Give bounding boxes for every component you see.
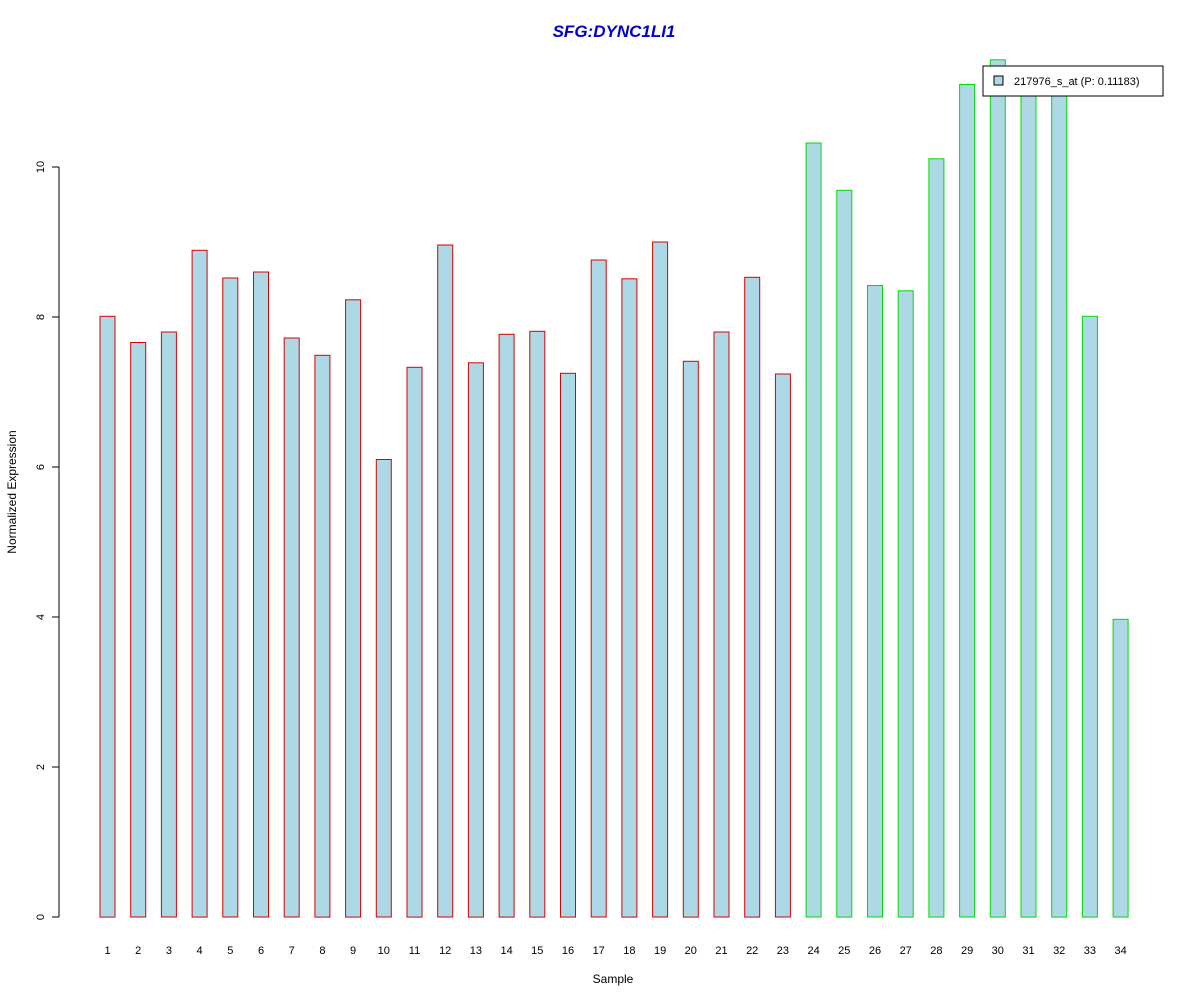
x-tick-label: 1: [104, 945, 110, 957]
x-tick-label: 24: [807, 945, 819, 957]
legend-label: 217976_s_at (P: 0.11183): [1014, 76, 1140, 88]
bar-sample-5: [222, 277, 239, 918]
bar-sample-4: [191, 249, 208, 918]
bar-sample-12: [437, 244, 454, 918]
bar-sample-23: [774, 373, 791, 918]
x-tick-label: 23: [777, 945, 789, 957]
bar-sample-11: [406, 366, 423, 918]
x-tick-label: 14: [500, 945, 512, 957]
bar-sample-13: [467, 362, 484, 918]
bar-sample-19: [652, 241, 669, 918]
legend: 217976_s_at (P: 0.11183): [982, 65, 1164, 97]
x-tick-label: 17: [593, 945, 605, 957]
bar-sample-33: [1081, 315, 1098, 918]
bar-sample-15: [529, 330, 546, 918]
x-axis-label: Sample: [593, 972, 634, 986]
bar-sample-9: [345, 299, 362, 918]
bar-sample-14: [498, 333, 515, 918]
x-tick-label: 9: [350, 945, 356, 957]
x-tick-label: 33: [1084, 945, 1096, 957]
y-tick-label: 10: [35, 161, 47, 173]
x-tick-label: 20: [685, 945, 697, 957]
bar-sample-18: [621, 278, 638, 918]
x-tick-label: 34: [1114, 945, 1126, 957]
bar-sample-6: [253, 271, 269, 918]
bar-sample-10: [375, 459, 392, 918]
y-axis-label: Normalized Expression: [5, 430, 19, 553]
bar-sample-1: [99, 315, 116, 918]
x-tick-label: 18: [623, 945, 635, 957]
x-tick-label: 7: [289, 945, 295, 957]
bar-sample-26: [867, 285, 883, 918]
x-tick-label: 6: [258, 945, 264, 957]
x-tick-label: 2: [135, 945, 141, 957]
bar-sample-2: [130, 342, 147, 918]
x-tick-label: 16: [562, 945, 574, 957]
bar-sample-27: [897, 290, 914, 918]
x-tick-label: 19: [654, 945, 666, 957]
bar-sample-17: [590, 259, 607, 918]
x-tick-label: 21: [715, 945, 727, 957]
legend-box: [982, 65, 1164, 97]
bar-sample-3: [160, 331, 177, 918]
bar-sample-22: [744, 276, 761, 918]
y-tick-label: 8: [35, 314, 47, 320]
bar-sample-20: [682, 360, 699, 918]
bar-sample-34: [1112, 618, 1129, 918]
x-tick-label: 10: [378, 945, 390, 957]
x-tick-label: 13: [470, 945, 482, 957]
y-tick-label: 2: [35, 764, 47, 770]
x-tick-label: 4: [197, 945, 203, 957]
bar-sample-7: [283, 337, 300, 918]
bar-sample-24: [805, 142, 822, 918]
x-tick-label: 28: [930, 945, 942, 957]
x-tick-label: 26: [869, 945, 881, 957]
bar-sample-30: [989, 59, 1006, 918]
bar-sample-16: [560, 372, 576, 918]
y-tick-label: 0: [35, 914, 47, 920]
x-tick-label: 12: [439, 945, 451, 957]
bar-sample-32: [1051, 87, 1068, 918]
x-tick-label: 27: [900, 945, 912, 957]
x-tick-label: 5: [227, 945, 233, 957]
x-tick-label: 15: [531, 945, 543, 957]
chart-title: SFG:DYNC1LI1: [553, 22, 676, 41]
x-tick-label: 29: [961, 945, 973, 957]
x-tick-label: 31: [1022, 945, 1034, 957]
bar-sample-8: [314, 354, 331, 918]
x-tick-label: 3: [166, 945, 172, 957]
y-tick-label: 6: [35, 464, 47, 470]
bar-sample-28: [928, 158, 945, 918]
x-tick-label: 11: [409, 945, 420, 957]
x-tick-label: 32: [1053, 945, 1065, 957]
x-tick-label: 30: [992, 945, 1004, 957]
x-tick-label: 8: [319, 945, 325, 957]
bars-layer: [99, 59, 1129, 918]
y-tick-label: 4: [35, 614, 47, 620]
x-tick-label: 25: [838, 945, 850, 957]
legend-swatch: [993, 75, 1004, 86]
bar-sample-31: [1020, 89, 1037, 918]
bar-sample-29: [959, 84, 976, 918]
x-tick-label: 22: [746, 945, 758, 957]
bar-sample-21: [713, 331, 730, 918]
axes-layer: 1 2 3 4 5 6 7 8 9 10 11 12 13 14 15 16 17 18 19 20 21 22 23 24 2…: [35, 161, 1127, 957]
bar-sample-25: [836, 189, 853, 918]
